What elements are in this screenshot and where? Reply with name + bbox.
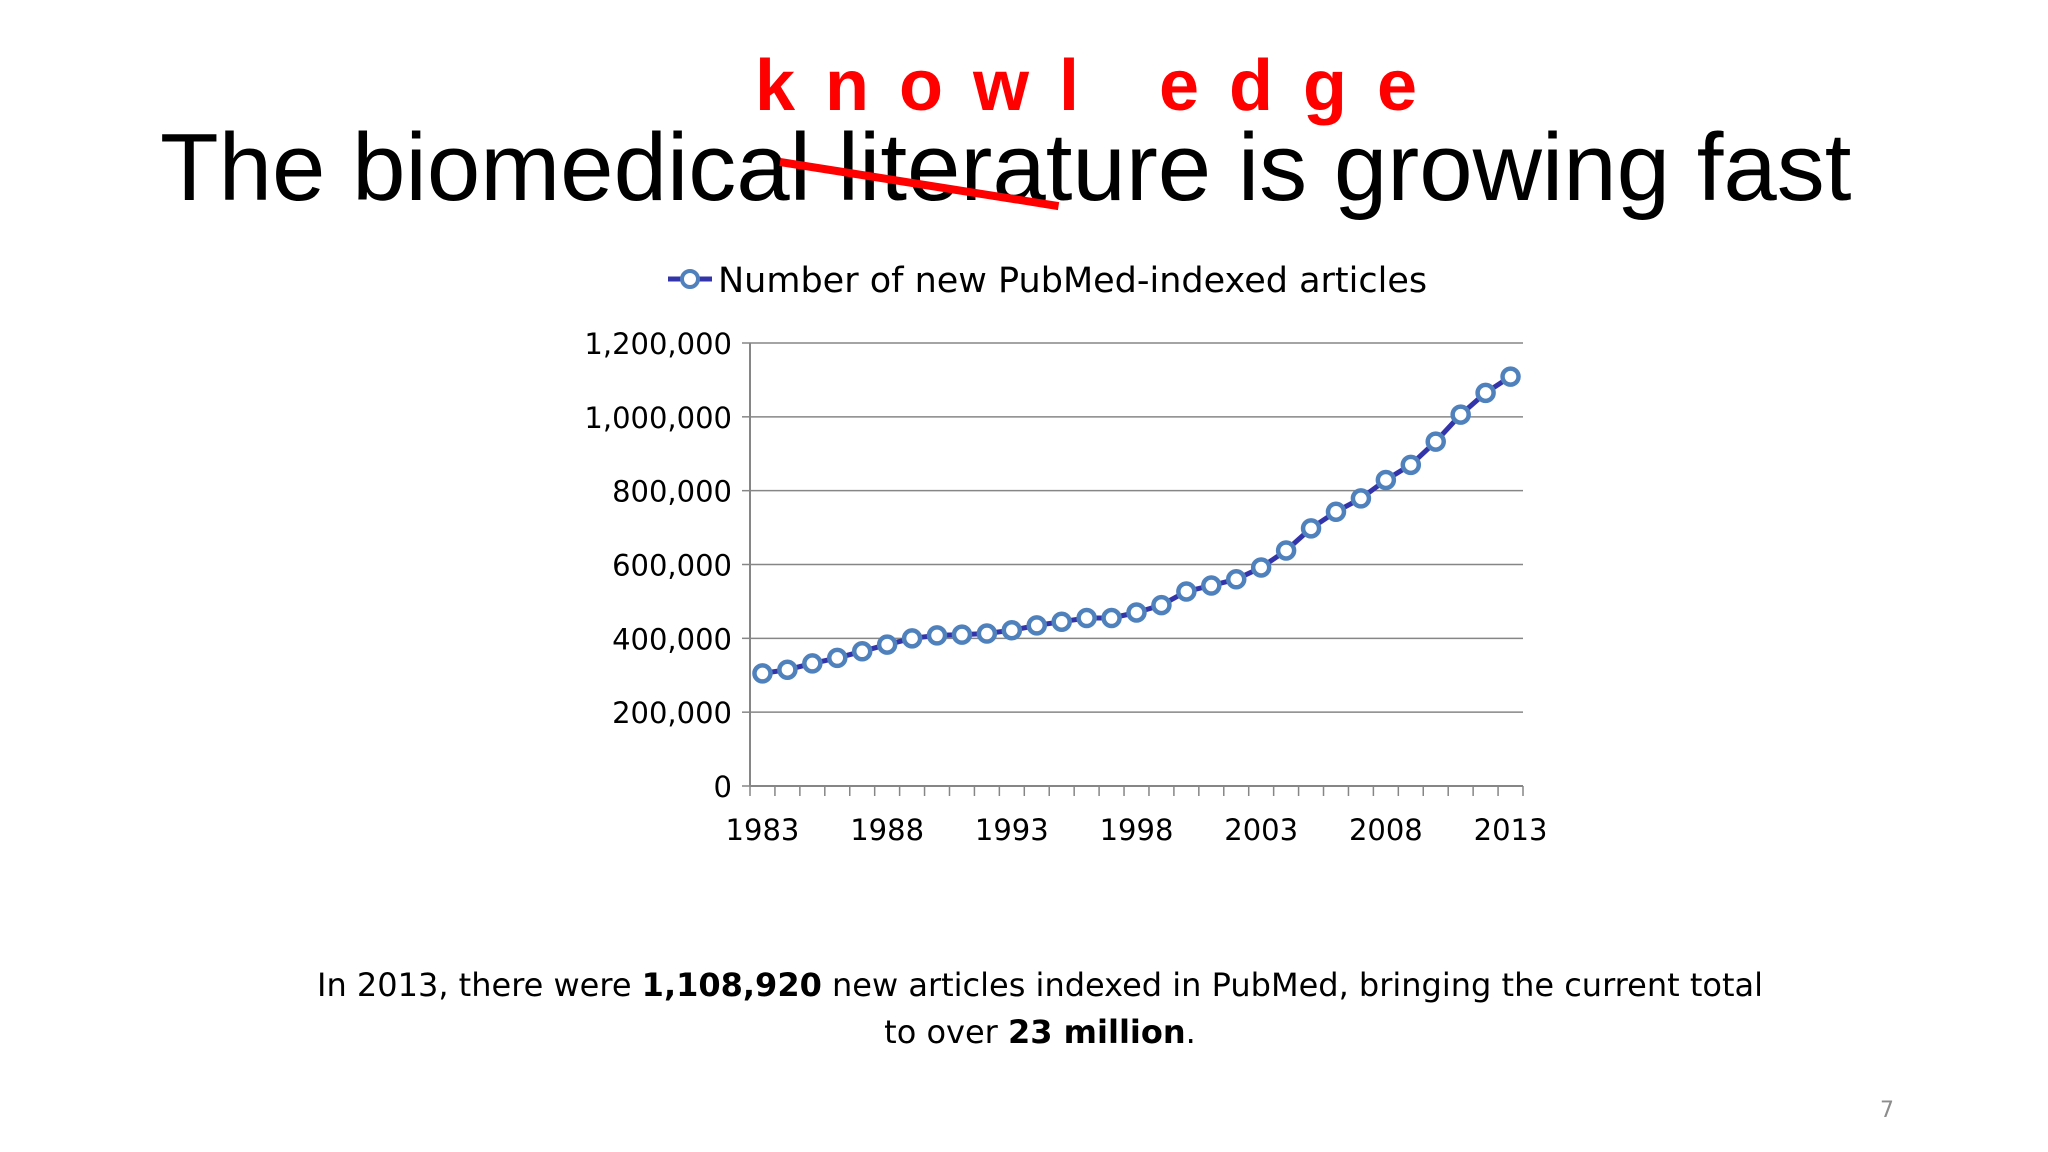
data-point: [802, 653, 823, 674]
footnote-bold-count: 1,108,920: [641, 966, 822, 1004]
data-point: [1051, 611, 1072, 632]
data-point: [777, 659, 798, 680]
series-line: [762, 374, 1512, 676]
data-point: [1275, 540, 1297, 561]
y-tick-label: 1,000,000: [584, 401, 732, 435]
data-point: [926, 625, 948, 646]
x-tick-label: 2003: [1224, 813, 1298, 847]
data-point: [1225, 569, 1247, 590]
x-tick-label: 1983: [726, 813, 800, 847]
data-point: [1400, 454, 1422, 476]
data-point: [827, 647, 848, 669]
data-point: [1076, 607, 1097, 629]
series-layer: [752, 366, 1521, 684]
data-point: [1026, 615, 1048, 636]
data-point: [1475, 382, 1496, 404]
data-point: [901, 628, 923, 649]
data-point: [1126, 602, 1147, 623]
x-tick-label: 2013: [1474, 813, 1548, 847]
data-point: [1300, 518, 1322, 539]
x-tick-label: 1998: [1100, 813, 1174, 847]
data-point: [1176, 581, 1197, 602]
y-tick-label: 600,000: [612, 549, 732, 583]
data-point: [876, 634, 898, 655]
data-point: [951, 624, 973, 645]
data-point: [1350, 488, 1372, 509]
data-point: [1425, 431, 1446, 452]
data-point: [1201, 575, 1222, 596]
y-tick-label: 400,000: [612, 622, 732, 656]
x-tick-label: 2008: [1349, 813, 1423, 847]
legend-label: Number of new PubMed-indexed articles: [718, 261, 1427, 301]
footnote-text-1: In 2013, there were: [317, 966, 642, 1004]
x-tick-label: 1988: [850, 813, 924, 847]
axis-ticks: 0 200,000 400,000 600,000 800,000 1,000,000 1,…: [584, 327, 1547, 847]
y-tick-label: 200,000: [612, 696, 732, 730]
data-point: [752, 663, 773, 684]
data-point: [1151, 594, 1172, 616]
handwritten-correction-word: knowl edge: [755, 46, 1448, 126]
data-point: [1325, 501, 1347, 522]
data-point: [851, 641, 873, 662]
data-point: [1450, 404, 1471, 425]
legend-marker-swatch: [680, 269, 700, 289]
data-point: [976, 623, 998, 644]
y-tick-label: 0: [714, 770, 732, 804]
footnote: In 2013, there were 1,108,920 new articl…: [300, 962, 1780, 1056]
footnote-text-2: new articles indexed in PubMed, bringing…: [821, 966, 1763, 1004]
legend: Number of new PubMed-indexed articles: [668, 261, 1427, 301]
data-point: [1001, 619, 1023, 641]
footnote-bold-total: 23 million: [1008, 1013, 1186, 1051]
y-tick-label: 1,200,000: [584, 327, 732, 361]
x-tick-label: 1993: [975, 813, 1049, 847]
page-number: 7: [1880, 1098, 1894, 1123]
y-tick-label: 800,000: [612, 475, 732, 509]
data-point: [1375, 469, 1397, 491]
footnote-text-4: .: [1185, 1013, 1196, 1051]
footnote-text-3: to over: [884, 1013, 1008, 1051]
data-point: [1250, 557, 1272, 578]
data-point: [1500, 366, 1521, 387]
gridlines: [750, 342, 1523, 713]
data-point: [1101, 607, 1122, 629]
